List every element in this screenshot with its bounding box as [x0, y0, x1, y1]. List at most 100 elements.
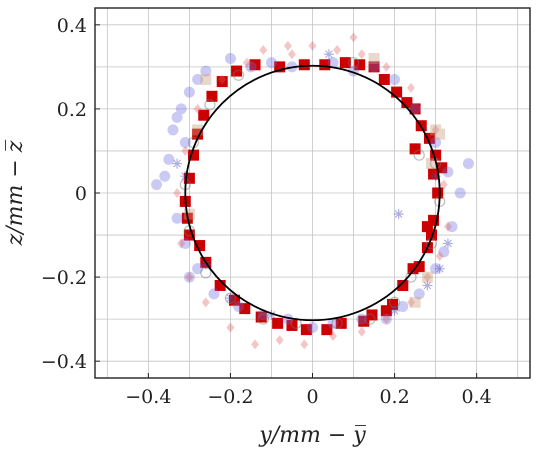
- data-point-square: [231, 65, 243, 77]
- data-point-ring: [364, 313, 376, 325]
- data-point-star: [200, 259, 211, 270]
- data-point-ring: [257, 313, 269, 325]
- data-point-diamond: [435, 251, 444, 262]
- data-point-diamond: [439, 179, 448, 190]
- data-point-diamond: [251, 339, 260, 350]
- data-point-square: [409, 103, 421, 115]
- data-point-diamond: [406, 297, 415, 308]
- data-point-circle: [438, 246, 450, 258]
- data-point-square: [319, 59, 331, 71]
- data-point-square: [391, 86, 403, 98]
- data-point-circle: [192, 73, 204, 85]
- data-point-star: [434, 263, 445, 274]
- data-point-star: [266, 309, 277, 320]
- reference-circle-layer: [184, 64, 441, 322]
- data-point-circle: [151, 179, 163, 191]
- data-point-square: [397, 280, 409, 291]
- data-point-circle: [397, 301, 409, 313]
- data-point-circle: [430, 263, 442, 275]
- data-point-square: [183, 208, 195, 220]
- data-point-diamond: [177, 238, 186, 249]
- series-3: [179, 57, 446, 329]
- data-point-square: [407, 263, 419, 275]
- data-point-diamond: [218, 74, 227, 85]
- data-point-square: [183, 172, 195, 184]
- data-point-diamond: [173, 188, 182, 198]
- data-point-ring: [232, 69, 245, 81]
- data-point-circle: [409, 103, 421, 115]
- data-point-circle: [192, 263, 204, 275]
- data-point-diamond: [349, 32, 358, 43]
- data-point-ring: [347, 57, 360, 69]
- data-point-circle: [327, 57, 339, 69]
- data-point-circle: [167, 124, 179, 136]
- data-point-diamond: [193, 103, 202, 114]
- data-point-square: [366, 309, 378, 321]
- data-point-diamond: [181, 145, 190, 156]
- data-point-star: [172, 158, 183, 169]
- data-point-star: [225, 293, 236, 304]
- data-point-diamond: [300, 339, 309, 350]
- data-point-diamond: [283, 40, 292, 51]
- data-point-square: [409, 296, 421, 308]
- data-point-circle: [245, 61, 257, 73]
- data-point-square: [335, 317, 347, 329]
- data-point-square: [426, 158, 438, 170]
- data-point-star: [389, 305, 400, 316]
- data-point-diamond: [382, 314, 391, 325]
- data-point-square: [436, 162, 448, 174]
- data-point-circle: [446, 221, 458, 233]
- data-point-circle: [208, 288, 220, 300]
- y-tick-label: −0.2: [41, 267, 87, 289]
- y-axis-label: z/mm − z̅: [3, 140, 28, 247]
- data-point-square: [194, 240, 206, 252]
- data-point-circle: [179, 237, 191, 249]
- data-point-square: [409, 143, 421, 155]
- x-tick-label: −0.4: [125, 386, 171, 408]
- data-point-diamond: [275, 335, 284, 346]
- data-point-square: [187, 149, 199, 161]
- data-point-circle: [389, 73, 401, 85]
- data-point-square: [368, 61, 380, 73]
- series-5: [183, 52, 446, 308]
- data-point-circle: [200, 65, 212, 77]
- data-point-square: [286, 319, 298, 331]
- data-point-diamond: [357, 49, 366, 60]
- data-point-square: [358, 315, 370, 327]
- data-point-square: [432, 187, 444, 199]
- data-point-square: [430, 124, 442, 136]
- data-point-circle: [380, 313, 392, 325]
- data-point-circle: [163, 153, 175, 165]
- data-point-circle: [175, 103, 187, 115]
- data-point-diamond: [329, 330, 338, 341]
- data-point-diamond: [357, 326, 366, 337]
- data-point-square: [354, 59, 366, 71]
- data-point-square: [401, 97, 413, 109]
- data-point-circle: [179, 137, 191, 149]
- data-point-circle: [454, 187, 466, 199]
- data-point-star: [180, 171, 191, 182]
- y-tick-label: 0.4: [57, 15, 87, 37]
- y-tick-label: 0.2: [57, 99, 87, 121]
- data-point-circle: [368, 61, 380, 73]
- data-point-square: [300, 324, 312, 336]
- data-point-square: [434, 128, 446, 140]
- data-point-ring: [224, 292, 237, 304]
- grid: [95, 8, 530, 378]
- y-axis-ticks: −0.4 −0.2 0 0.2 0.4: [41, 15, 100, 373]
- data-point-circle: [233, 301, 245, 313]
- data-point-circle: [171, 212, 183, 224]
- data-point-circle: [265, 57, 277, 69]
- data-point-diamond: [423, 272, 432, 283]
- data-point-square: [192, 124, 204, 136]
- data-point-diamond: [431, 124, 440, 135]
- data-point-circle: [442, 166, 454, 178]
- data-point-square: [387, 298, 399, 310]
- data-point-square: [380, 305, 392, 317]
- data-point-ring: [405, 271, 417, 283]
- series-0: [179, 57, 448, 336]
- data-point-circle: [413, 288, 425, 300]
- data-point-square: [274, 61, 286, 73]
- data-point-square: [339, 57, 351, 69]
- data-point-circle: [183, 86, 195, 98]
